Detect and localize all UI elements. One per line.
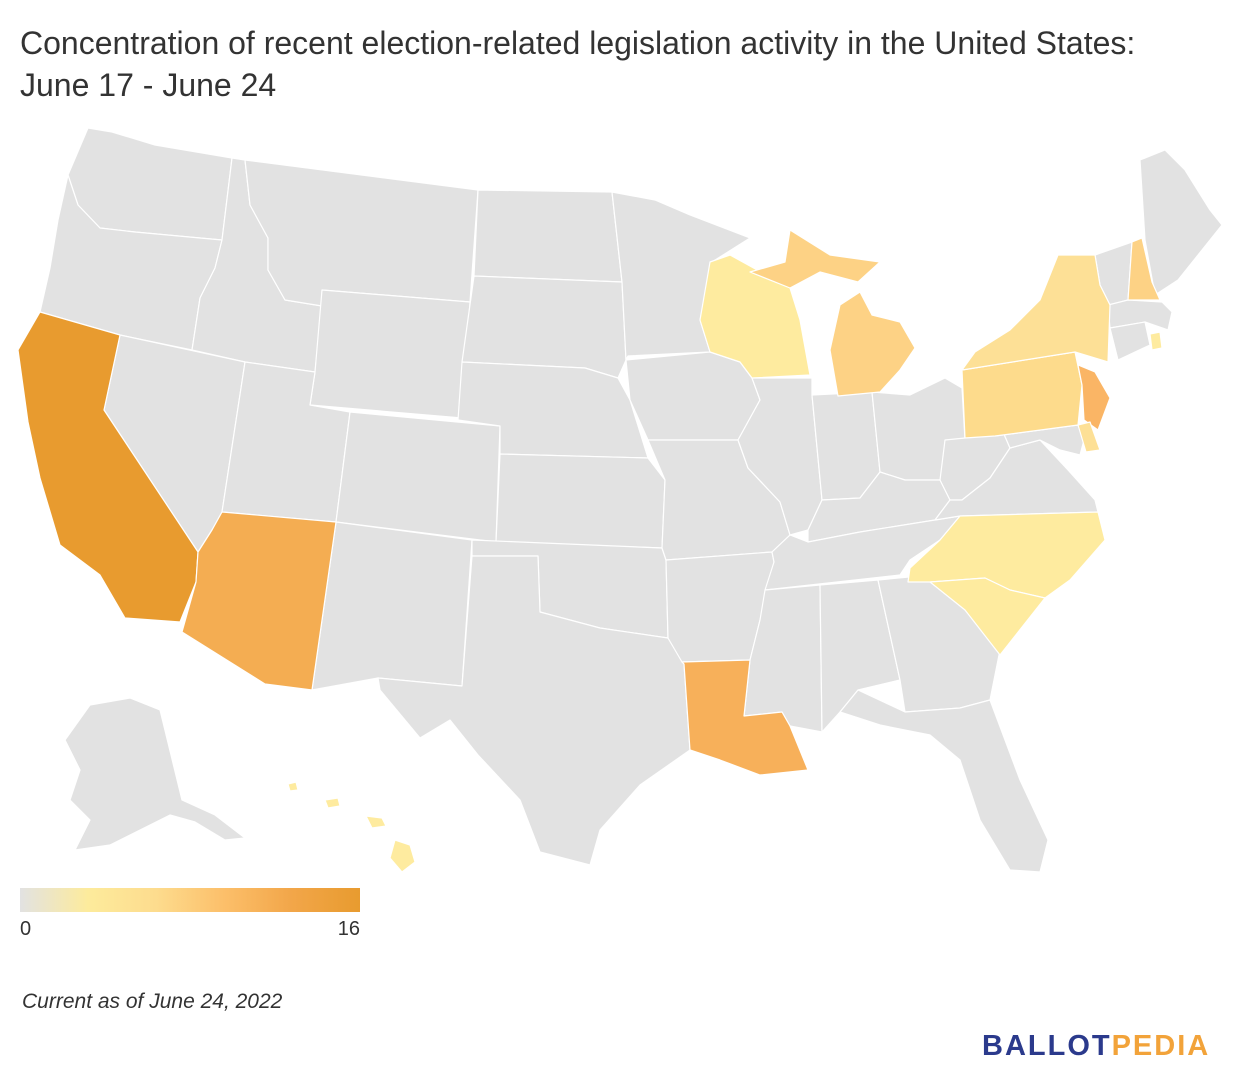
state-michigan-lower[interactable] (829, 291, 916, 397)
state-south-carolina[interactable] (929, 577, 1046, 656)
state-new-york[interactable] (961, 254, 1111, 371)
legend-gradient-bar (20, 888, 360, 912)
state-indiana[interactable] (811, 391, 881, 501)
legend-min-label: 0 (20, 918, 32, 940)
state-wyoming[interactable] (309, 289, 471, 419)
state-montana[interactable] (244, 159, 479, 307)
ballotpedia-logo[interactable]: BALLOTPEDIA (982, 1030, 1210, 1063)
state-hawaii-oahu[interactable] (324, 797, 341, 809)
logo-text-ballot: BALLOT (982, 1030, 1112, 1062)
us-choropleth-map (0, 110, 1240, 890)
color-legend: 0 16 (20, 888, 360, 944)
state-north-dakota[interactable] (473, 189, 623, 283)
state-colorado[interactable] (335, 411, 501, 543)
state-rhode-island[interactable] (1149, 331, 1163, 351)
state-arizona[interactable] (181, 511, 337, 691)
chart-title: Concentration of recent election-related… (20, 25, 1136, 103)
state-florida[interactable] (839, 689, 1049, 873)
logo-text-pedia: PEDIA (1111, 1030, 1211, 1062)
state-new-jersey[interactable] (1077, 364, 1111, 431)
state-california[interactable] (17, 311, 199, 623)
state-new-mexico[interactable] (311, 521, 473, 691)
state-new-hampshire[interactable] (1127, 237, 1161, 301)
state-maine[interactable] (1139, 149, 1223, 296)
state-texas[interactable] (377, 555, 691, 866)
state-hawaii-maui[interactable] (365, 815, 387, 829)
state-iowa[interactable] (625, 351, 761, 441)
currency-note: Current as of June 24, 2022 (22, 990, 283, 1013)
state-michigan-upper[interactable] (749, 229, 881, 289)
state-delaware[interactable] (1077, 421, 1101, 453)
state-hawaii-kauai[interactable] (287, 781, 299, 792)
state-kansas[interactable] (495, 453, 666, 549)
state-louisiana[interactable] (681, 659, 809, 776)
state-connecticut[interactable] (1109, 321, 1151, 361)
state-hawaii-big[interactable] (389, 839, 416, 873)
legend-max-label: 16 (337, 918, 360, 940)
state-alaska[interactable] (64, 697, 246, 851)
